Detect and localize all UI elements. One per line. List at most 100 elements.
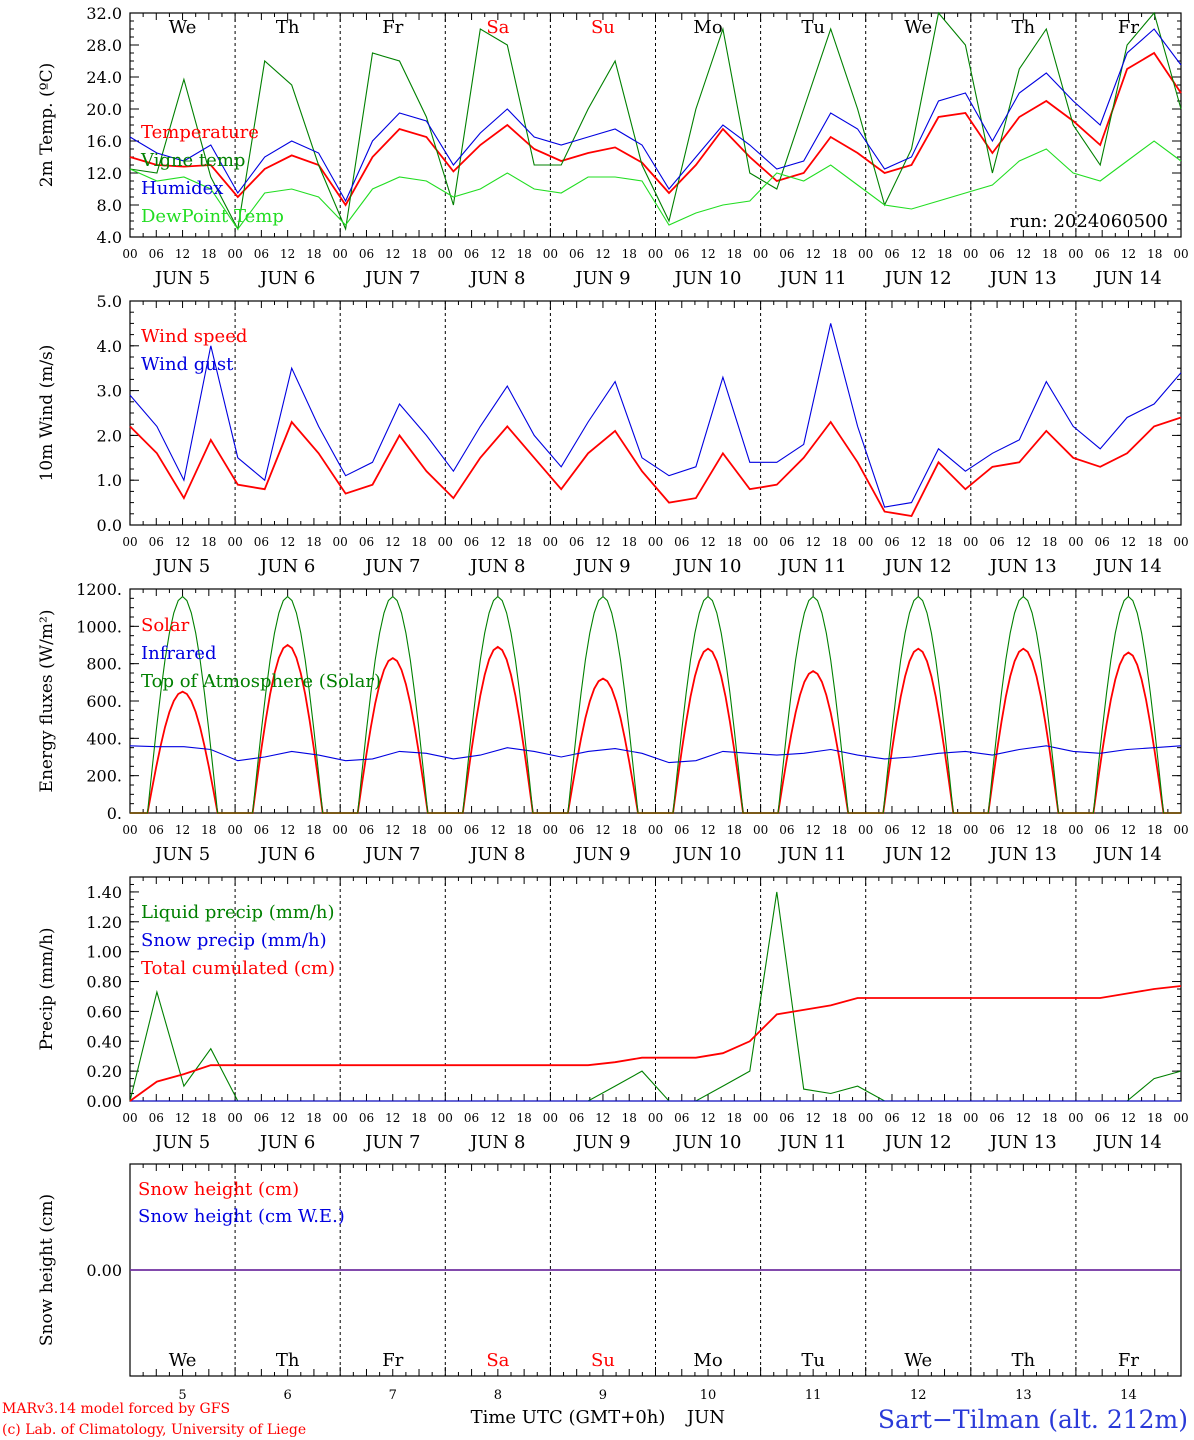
- hour-tick-label: 06: [674, 823, 689, 837]
- hour-tick-label: 06: [779, 247, 794, 261]
- day-tick-label: JUN 12: [883, 1132, 952, 1153]
- legend-entry: Temperature: [141, 122, 259, 143]
- y-tick-label: 3.0: [97, 382, 122, 401]
- hour-tick-label: 12: [700, 1111, 715, 1125]
- day-number-label: 11: [805, 1388, 822, 1403]
- hour-tick-label: 06: [254, 247, 269, 261]
- day-tick-label: JUN 14: [1093, 556, 1162, 577]
- day-tick-label: JUN 14: [1093, 1132, 1162, 1153]
- legend-entry: Top of Atmosphere (Solar): [141, 671, 381, 692]
- x-axis-month: JUN: [685, 1407, 725, 1428]
- legend-entry: Snow precip (mm/h): [141, 930, 327, 951]
- weekday-label: We: [904, 17, 932, 38]
- hour-tick-label: 00: [1173, 535, 1188, 549]
- day-tick-label: JUN 10: [673, 556, 742, 577]
- hour-tick-label: 06: [569, 247, 584, 261]
- hour-tick-label: 12: [595, 247, 610, 261]
- hour-tick-label: 12: [280, 1111, 295, 1125]
- y-tick-label: 1.0: [97, 471, 122, 490]
- hour-tick-label: 12: [280, 247, 295, 261]
- day-tick-label: JUN 10: [673, 268, 742, 289]
- series-lines: [129, 11, 1182, 1271]
- hour-tick-label: 06: [989, 247, 1004, 261]
- hour-tick-label: 18: [306, 823, 321, 837]
- hour-tick-label: 18: [727, 1111, 742, 1125]
- y-tick-label: 2.0: [97, 426, 122, 445]
- hour-tick-label: 00: [963, 1111, 978, 1125]
- weekday-label: We: [904, 1350, 932, 1371]
- hour-tick-label: 12: [911, 535, 926, 549]
- hour-tick-label: 00: [1173, 247, 1188, 261]
- hour-tick-label: 06: [884, 823, 899, 837]
- legend-entry: Liquid precip (mm/h): [141, 902, 335, 923]
- hour-tick-label: 12: [175, 823, 190, 837]
- day-number-label: 10: [700, 1388, 717, 1403]
- hour-tick-label: 06: [779, 1111, 794, 1125]
- y-tick-label: 12.0: [86, 164, 122, 183]
- hour-tick-label: 00: [438, 247, 453, 261]
- legend-entry: Solar: [141, 615, 190, 636]
- day-tick-label: JUN 7: [363, 268, 420, 289]
- hour-tick-label: 12: [1121, 1111, 1136, 1125]
- hour-tick-label: 06: [779, 535, 794, 549]
- day-number-label: 5: [178, 1388, 186, 1403]
- hour-tick-label: 18: [727, 535, 742, 549]
- hour-tick-label: 06: [464, 535, 479, 549]
- weekday-label: Th: [276, 1350, 300, 1371]
- hour-tick-label: 18: [1042, 247, 1057, 261]
- hour-tick-label: 12: [175, 535, 190, 549]
- hour-tick-label: 06: [674, 1111, 689, 1125]
- day-number-label: 13: [1015, 1388, 1032, 1403]
- y-axis-title-precip: Precip (mm/h): [37, 927, 57, 1050]
- weekday-label: Fr: [1118, 1350, 1139, 1371]
- legend-entry: Wind gust: [141, 354, 234, 375]
- hour-tick-label: 00: [333, 1111, 348, 1125]
- weekday-label: Su: [591, 17, 615, 38]
- y-tick-label: 800.: [86, 655, 122, 674]
- hour-tick-label: 06: [674, 247, 689, 261]
- hour-tick-label: 18: [1042, 1111, 1057, 1125]
- day-tick-label: JUN 8: [468, 268, 525, 289]
- hour-tick-label: 12: [175, 1111, 190, 1125]
- hour-tick-label: 00: [858, 247, 873, 261]
- y-tick-label: 1000.: [76, 617, 122, 636]
- hour-tick-label: 12: [490, 535, 505, 549]
- hour-tick-label: 12: [700, 535, 715, 549]
- hour-tick-label: 18: [832, 1111, 847, 1125]
- day-tick-label: JUN 8: [468, 556, 525, 577]
- hour-tick-label: 12: [595, 1111, 610, 1125]
- hour-tick-label: 18: [306, 535, 321, 549]
- day-tick-label: JUN 14: [1093, 844, 1162, 865]
- hour-tick-label: 18: [516, 247, 531, 261]
- hour-tick-label: 12: [806, 1111, 821, 1125]
- hour-tick-label: 06: [149, 247, 164, 261]
- hour-tick-label: 00: [858, 1111, 873, 1125]
- hour-tick-label: 00: [753, 1111, 768, 1125]
- hour-tick-label: 18: [832, 823, 847, 837]
- hour-tick-label: 06: [359, 535, 374, 549]
- day-number-label: 6: [284, 1388, 292, 1403]
- weekday-label: Sa: [486, 17, 509, 38]
- hour-tick-label: 18: [1147, 247, 1162, 261]
- hour-tick-label: 06: [884, 247, 899, 261]
- model-credit: MARv3.14 model forced by GFS: [2, 1401, 230, 1417]
- y-tick-label: 0.00: [86, 1261, 122, 1280]
- hour-tick-label: 00: [543, 247, 558, 261]
- hour-tick-label: 18: [306, 1111, 321, 1125]
- day-tick-label: JUN 5: [153, 268, 210, 289]
- legend-entry: Infrared: [141, 643, 216, 664]
- day-tick-label: JUN 5: [153, 556, 210, 577]
- hour-tick-label: 06: [779, 823, 794, 837]
- hour-tick-label: 12: [1121, 535, 1136, 549]
- hour-tick-label: 00: [227, 535, 242, 549]
- hour-tick-label: 18: [832, 535, 847, 549]
- weekday-label: Fr: [382, 1350, 403, 1371]
- day-tick-label: JUN 12: [883, 556, 952, 577]
- series-line-wind-gust: [129, 323, 1182, 508]
- weekday-label: Fr: [382, 17, 403, 38]
- hour-tick-label: 18: [516, 823, 531, 837]
- hour-tick-label: 12: [911, 1111, 926, 1125]
- y-tick-label: 1.40: [86, 883, 122, 902]
- day-tick-label: JUN 13: [988, 556, 1057, 577]
